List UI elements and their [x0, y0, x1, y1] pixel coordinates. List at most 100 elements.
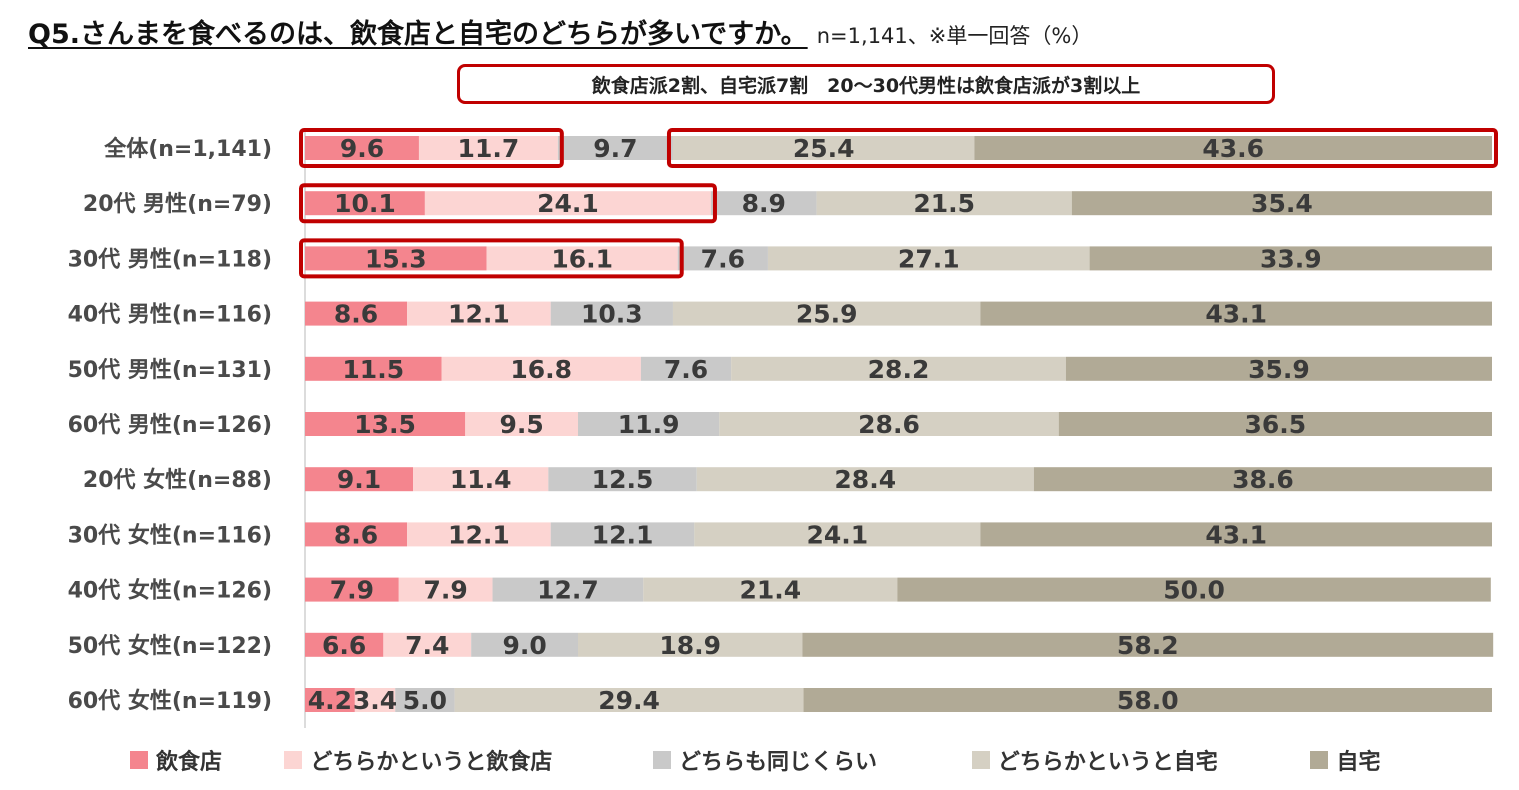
legend-item: どちらかというと飲食店	[284, 744, 653, 776]
bar-segment	[578, 412, 720, 436]
legend-item: 飲食店	[130, 744, 284, 776]
value-label: 25.9	[796, 300, 858, 329]
bar-segment	[719, 412, 1059, 436]
highlight-box	[666, 128, 1498, 168]
value-label: 7.6	[701, 244, 745, 273]
category-label: 全体(n=1,141)	[103, 136, 272, 162]
value-label: 9.1	[337, 465, 381, 494]
value-label: 7.9	[424, 576, 468, 605]
bar-segment	[424, 191, 711, 216]
value-label: 21.5	[913, 189, 975, 218]
value-label: 6.6	[322, 631, 366, 660]
value-label: 24.1	[807, 520, 869, 549]
bar-segment	[305, 301, 408, 326]
chart-title: Q5.さんまを食べるのは、飲食店と自宅のどちらが多いですか。	[28, 19, 808, 50]
legend-item: 自宅	[1310, 744, 1430, 776]
value-label: 28.6	[858, 410, 920, 439]
value-label: 58.2	[1117, 631, 1179, 660]
category-label: 50代 女性(n=122)	[68, 633, 272, 659]
value-label: 12.1	[592, 520, 654, 549]
category-label: 40代 女性(n=126)	[68, 578, 272, 604]
value-label: 11.4	[450, 465, 512, 494]
bar-segment	[454, 688, 804, 712]
bar-segment	[418, 136, 558, 160]
bar-segment	[974, 136, 1492, 160]
category-label: 50代 男性(n=131)	[68, 358, 272, 383]
bar-segment	[897, 577, 1491, 602]
value-label: 50.0	[1163, 576, 1225, 605]
value-label: 5.0	[403, 686, 447, 715]
bar-segment	[803, 688, 1492, 712]
value-label: 12.1	[448, 300, 510, 329]
bar-segment	[305, 191, 425, 216]
bar-segment	[1071, 191, 1492, 216]
legend-swatch	[1310, 751, 1329, 769]
bar-segment	[672, 136, 975, 160]
value-label: 43.1	[1205, 520, 1267, 549]
bar-segment	[413, 467, 549, 492]
bar-segment	[305, 688, 355, 712]
value-label: 10.1	[334, 189, 396, 218]
bar-segment	[1033, 467, 1492, 492]
value-label: 9.7	[593, 134, 637, 163]
value-label: 11.5	[342, 355, 404, 384]
bar-segment	[980, 301, 1492, 326]
bar-segment	[550, 301, 673, 326]
legend-swatch	[971, 751, 990, 769]
bar-segment	[578, 632, 803, 657]
stacked-bar-chart: 全体(n=1,141) 9.6 11.7 9.7 25.4 43.6 20代 男性(n=79…	[68, 128, 1498, 728]
value-label: 43.6	[1202, 134, 1264, 163]
bar-segment	[1058, 412, 1492, 436]
category-label: 20代 男性(n=79)	[83, 192, 272, 217]
legend-item: どちらかというと自宅	[971, 744, 1311, 776]
value-label: 38.6	[1232, 465, 1294, 494]
bar-segment	[305, 632, 384, 657]
value-label: 10.3	[581, 300, 643, 329]
bar-segment	[802, 632, 1494, 657]
legend-label: どちらかというと飲食店	[310, 750, 553, 775]
value-label: 9.5	[499, 410, 543, 439]
category-label: 30代 男性(n=118)	[68, 247, 272, 272]
value-label: 35.4	[1251, 189, 1313, 218]
value-label: 7.6	[664, 355, 708, 384]
legend-swatch	[284, 751, 303, 769]
legend-swatch	[652, 751, 671, 769]
bar-segment	[441, 356, 641, 381]
highlight-box	[299, 183, 717, 224]
value-label: 7.9	[330, 576, 374, 605]
bar-segment	[980, 522, 1492, 547]
bar-segment	[640, 356, 732, 381]
value-label: 36.5	[1245, 410, 1307, 439]
value-label: 15.3	[365, 244, 427, 273]
bar-segment	[354, 688, 396, 712]
bar-segment	[407, 301, 551, 326]
bar-segment	[383, 632, 472, 657]
value-label: 3.4	[353, 686, 397, 715]
bar-segment	[1089, 246, 1492, 271]
legend-item: どちらも同じくらい	[652, 744, 972, 776]
bar-segment	[486, 246, 678, 271]
value-label: 7.4	[405, 631, 449, 660]
bar-segment	[395, 688, 455, 712]
value-label: 12.5	[592, 465, 654, 494]
value-label: 8.6	[334, 520, 378, 549]
bar-segment	[305, 136, 419, 160]
value-label: 28.2	[868, 355, 930, 384]
bar-segment	[694, 522, 981, 547]
value-label: 25.4	[793, 134, 855, 163]
value-label: 9.6	[340, 134, 384, 163]
bar-segment	[677, 246, 768, 271]
value-label: 24.1	[537, 189, 599, 218]
legend-label: 飲食店	[156, 750, 223, 775]
title-row: Q5.さんまを食べるのは、飲食店と自宅のどちらが多いですか。 n=1,141、※…	[28, 12, 1092, 52]
bar-segment	[305, 412, 466, 436]
bar-segment	[305, 246, 487, 271]
legend: 飲食店 どちらかというと飲食店 どちらも同じくらい どちらかというと自宅 自宅	[130, 742, 1430, 778]
category-label: 30代 女性(n=116)	[68, 522, 272, 548]
legend-swatch	[130, 751, 148, 769]
bar-segment	[305, 467, 414, 492]
value-label: 58.0	[1117, 686, 1179, 715]
bar-segment	[550, 522, 695, 547]
bar-segment	[710, 191, 817, 216]
value-label: 21.4	[739, 576, 801, 605]
